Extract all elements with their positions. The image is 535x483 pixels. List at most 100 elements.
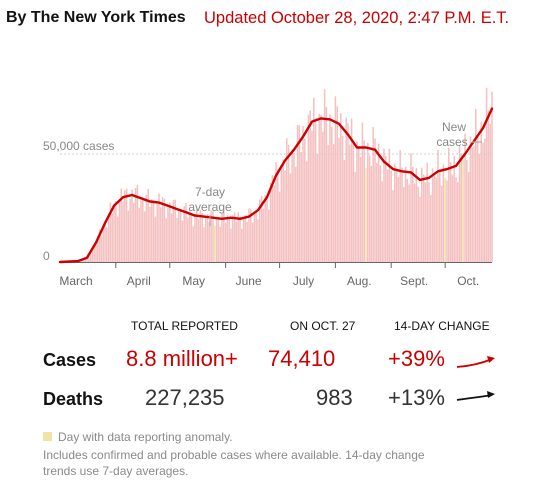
daily-bar (295, 166, 297, 262)
daily-bar (161, 197, 164, 262)
daily-bar (244, 215, 247, 262)
deaths-on-date: 983 (316, 385, 353, 410)
daily-bar (305, 161, 308, 262)
daily-bar (233, 212, 236, 262)
daily-bar (491, 91, 493, 262)
daily-bar (140, 200, 142, 262)
daily-bar (289, 173, 292, 262)
annotation-new-line-2: cases (436, 135, 467, 149)
anomaly-bar (444, 178, 446, 262)
daily-bar (379, 165, 382, 262)
daily-bar (185, 203, 187, 262)
daily-bar (422, 174, 425, 262)
daily-bar (152, 199, 155, 262)
daily-bar (372, 126, 374, 262)
daily-bar (412, 166, 414, 262)
daily-bar (255, 212, 257, 262)
daily-bar (325, 106, 328, 262)
daily-bar (296, 124, 299, 262)
anomaly-bar (462, 159, 464, 262)
daily-bar (275, 162, 277, 262)
daily-bar (160, 207, 162, 262)
daily-bar (419, 196, 421, 262)
daily-bar (385, 155, 387, 262)
daily-bar (331, 126, 333, 263)
daily-bar (194, 213, 196, 262)
footnote-line-2: trends use 7-day averages. (43, 464, 189, 478)
daily-bar (284, 170, 286, 262)
x-tick-label: May (182, 274, 205, 288)
daily-bar (410, 153, 412, 262)
footnote-line-1: Includes confirmed and probable cases wh… (43, 448, 425, 462)
daily-bar (394, 163, 396, 262)
cases-trend-arrow-icon (456, 356, 495, 368)
daily-bar (111, 213, 113, 262)
daily-bar (350, 118, 353, 262)
anomaly-legend: Day with data reporting anomaly. (43, 429, 233, 445)
daily-bar (278, 191, 281, 262)
daily-bar (352, 143, 355, 262)
daily-bar (269, 182, 272, 262)
daily-bar (430, 195, 432, 262)
cases-chart: 0 50,000 cases March April May June July Aug. S… (43, 87, 494, 288)
anomaly-bar (365, 167, 367, 262)
daily-bar (104, 221, 106, 262)
daily-bar (381, 181, 383, 262)
row-label-deaths: Deaths (43, 389, 104, 409)
daily-bar (109, 202, 112, 262)
daily-bar (293, 152, 295, 262)
daily-bar (311, 130, 313, 262)
daily-bar (113, 204, 115, 262)
daily-bar (232, 215, 234, 262)
daily-bar (107, 213, 110, 262)
daily-bar (464, 133, 466, 262)
daily-bar (143, 211, 146, 262)
daily-bar (484, 138, 486, 262)
daily-bar (282, 159, 284, 262)
daily-bar (424, 182, 427, 262)
daily-bar (383, 148, 385, 262)
daily-bar (183, 206, 185, 262)
daily-bar (404, 166, 407, 262)
daily-bar (433, 175, 436, 262)
daily-bar (390, 170, 392, 262)
daily-bar (253, 212, 256, 262)
daily-bar (458, 145, 461, 262)
daily-bar (482, 142, 484, 262)
daily-bar (359, 156, 362, 262)
daily-bar (356, 141, 358, 262)
header-14-day-change: 14-DAY CHANGE (394, 319, 490, 333)
daily-bar (475, 108, 477, 262)
x-tick-label: April (127, 274, 151, 288)
daily-bar (386, 169, 389, 262)
daily-bar (435, 177, 437, 262)
daily-bar (471, 147, 473, 262)
daily-bar (451, 175, 454, 262)
daily-bar (487, 110, 490, 263)
daily-bar (147, 188, 149, 262)
daily-bar (313, 97, 315, 262)
daily-bar (336, 106, 338, 262)
daily-bar (86, 257, 88, 262)
daily-bar (448, 147, 450, 262)
daily-bar (291, 149, 293, 262)
daily-bar (178, 210, 180, 262)
daily-bar (226, 215, 229, 262)
daily-bar (449, 162, 452, 262)
x-tick-label: July (293, 274, 314, 288)
daily-bar (440, 185, 443, 262)
daily-bar (431, 168, 434, 262)
daily-bar (421, 167, 423, 262)
daily-bar (320, 114, 322, 262)
daily-bar (106, 227, 108, 262)
daily-bar (397, 176, 400, 262)
daily-bar (271, 175, 274, 262)
seven-day-average-line (58, 107, 494, 264)
daily-bar (467, 172, 470, 262)
daily-bar (242, 217, 245, 262)
x-tick-label: March (59, 274, 92, 288)
daily-bar (332, 144, 335, 262)
daily-bar (84, 258, 86, 262)
daily-bar (235, 221, 238, 262)
daily-bar (154, 216, 157, 262)
